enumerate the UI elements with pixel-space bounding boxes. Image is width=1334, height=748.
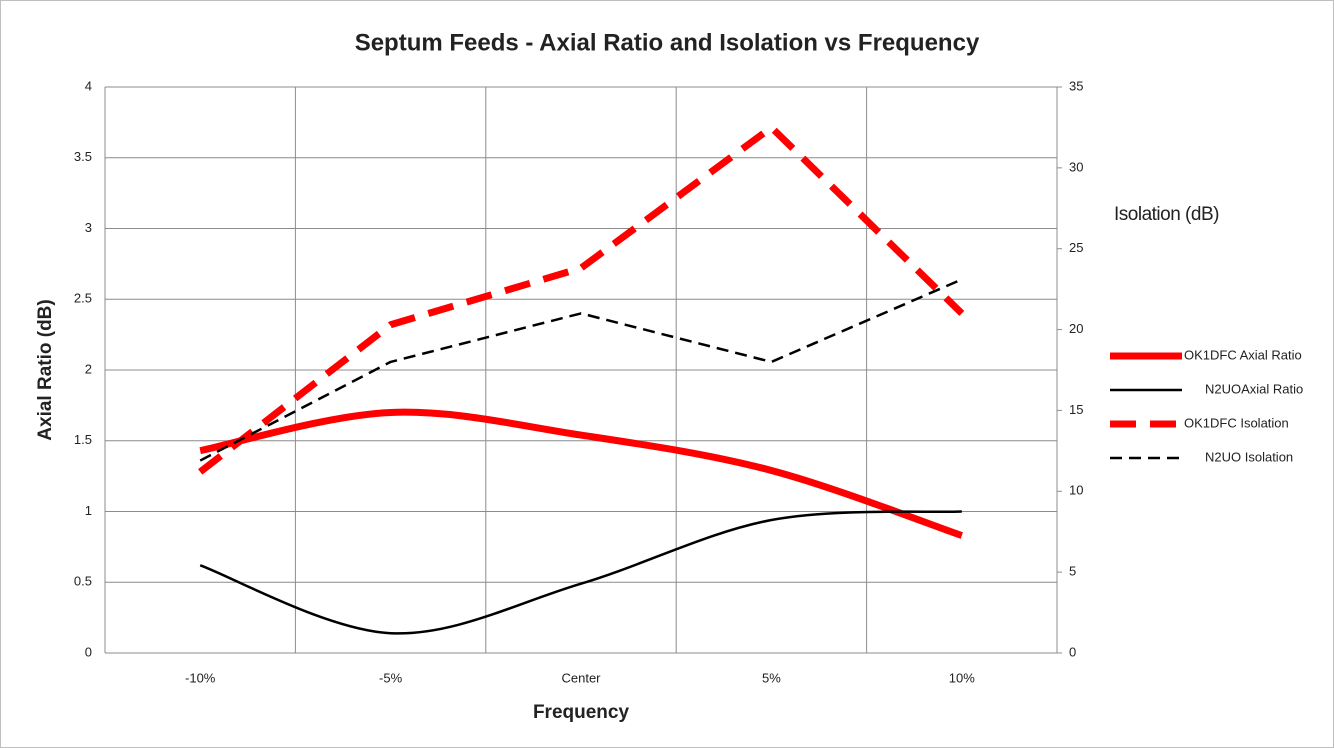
y-tick-label: 1 bbox=[85, 503, 92, 518]
y2-tick-label: 20 bbox=[1069, 321, 1083, 336]
x-tick-label: Center bbox=[561, 670, 601, 685]
y2-tick-label: 30 bbox=[1069, 159, 1083, 174]
x-tick-label: 5% bbox=[762, 670, 781, 685]
y-tick-label: 4 bbox=[85, 78, 92, 93]
series-line bbox=[199, 278, 963, 462]
y-axis-label: Axial Ratio (dB) bbox=[35, 299, 56, 440]
y-tick-label: 2 bbox=[85, 361, 92, 376]
x-tick-label: 10% bbox=[949, 670, 975, 685]
x-axis-label: Frequency bbox=[533, 702, 630, 723]
legend-label: N2UO Isolation bbox=[1205, 449, 1293, 464]
y2-tick-label: 25 bbox=[1069, 240, 1083, 255]
series-line bbox=[199, 510, 962, 635]
y-tick-label: 3 bbox=[85, 220, 92, 235]
y-tick-label: 0 bbox=[85, 644, 92, 659]
chart-title: Septum Feeds - Axial Ratio and Isolation… bbox=[355, 29, 980, 56]
y2-tick-label: 10 bbox=[1069, 483, 1083, 498]
legend-label: OK1DFC Axial Ratio bbox=[1184, 347, 1302, 362]
y2-tick-label: 5 bbox=[1069, 564, 1076, 579]
y-tick-label: 2.5 bbox=[74, 291, 92, 306]
x-tick-label: -5% bbox=[379, 670, 403, 685]
y-tick-label: 0.5 bbox=[74, 574, 92, 589]
y-tick-label: 3.5 bbox=[74, 149, 92, 164]
y2-tick-label: 15 bbox=[1069, 402, 1083, 417]
legend-label: OK1DFC Isolation bbox=[1184, 415, 1289, 430]
series-line bbox=[198, 123, 965, 475]
x-tick-label: -10% bbox=[185, 670, 216, 685]
series-line bbox=[199, 408, 963, 539]
y2-axis-label: Isolation (dB) bbox=[1114, 204, 1219, 225]
legend-label: N2UOAxial Ratio bbox=[1205, 381, 1303, 396]
y-tick-label: 1.5 bbox=[74, 432, 92, 447]
y2-tick-label: 35 bbox=[1069, 78, 1083, 93]
y2-tick-label: 0 bbox=[1069, 644, 1076, 659]
